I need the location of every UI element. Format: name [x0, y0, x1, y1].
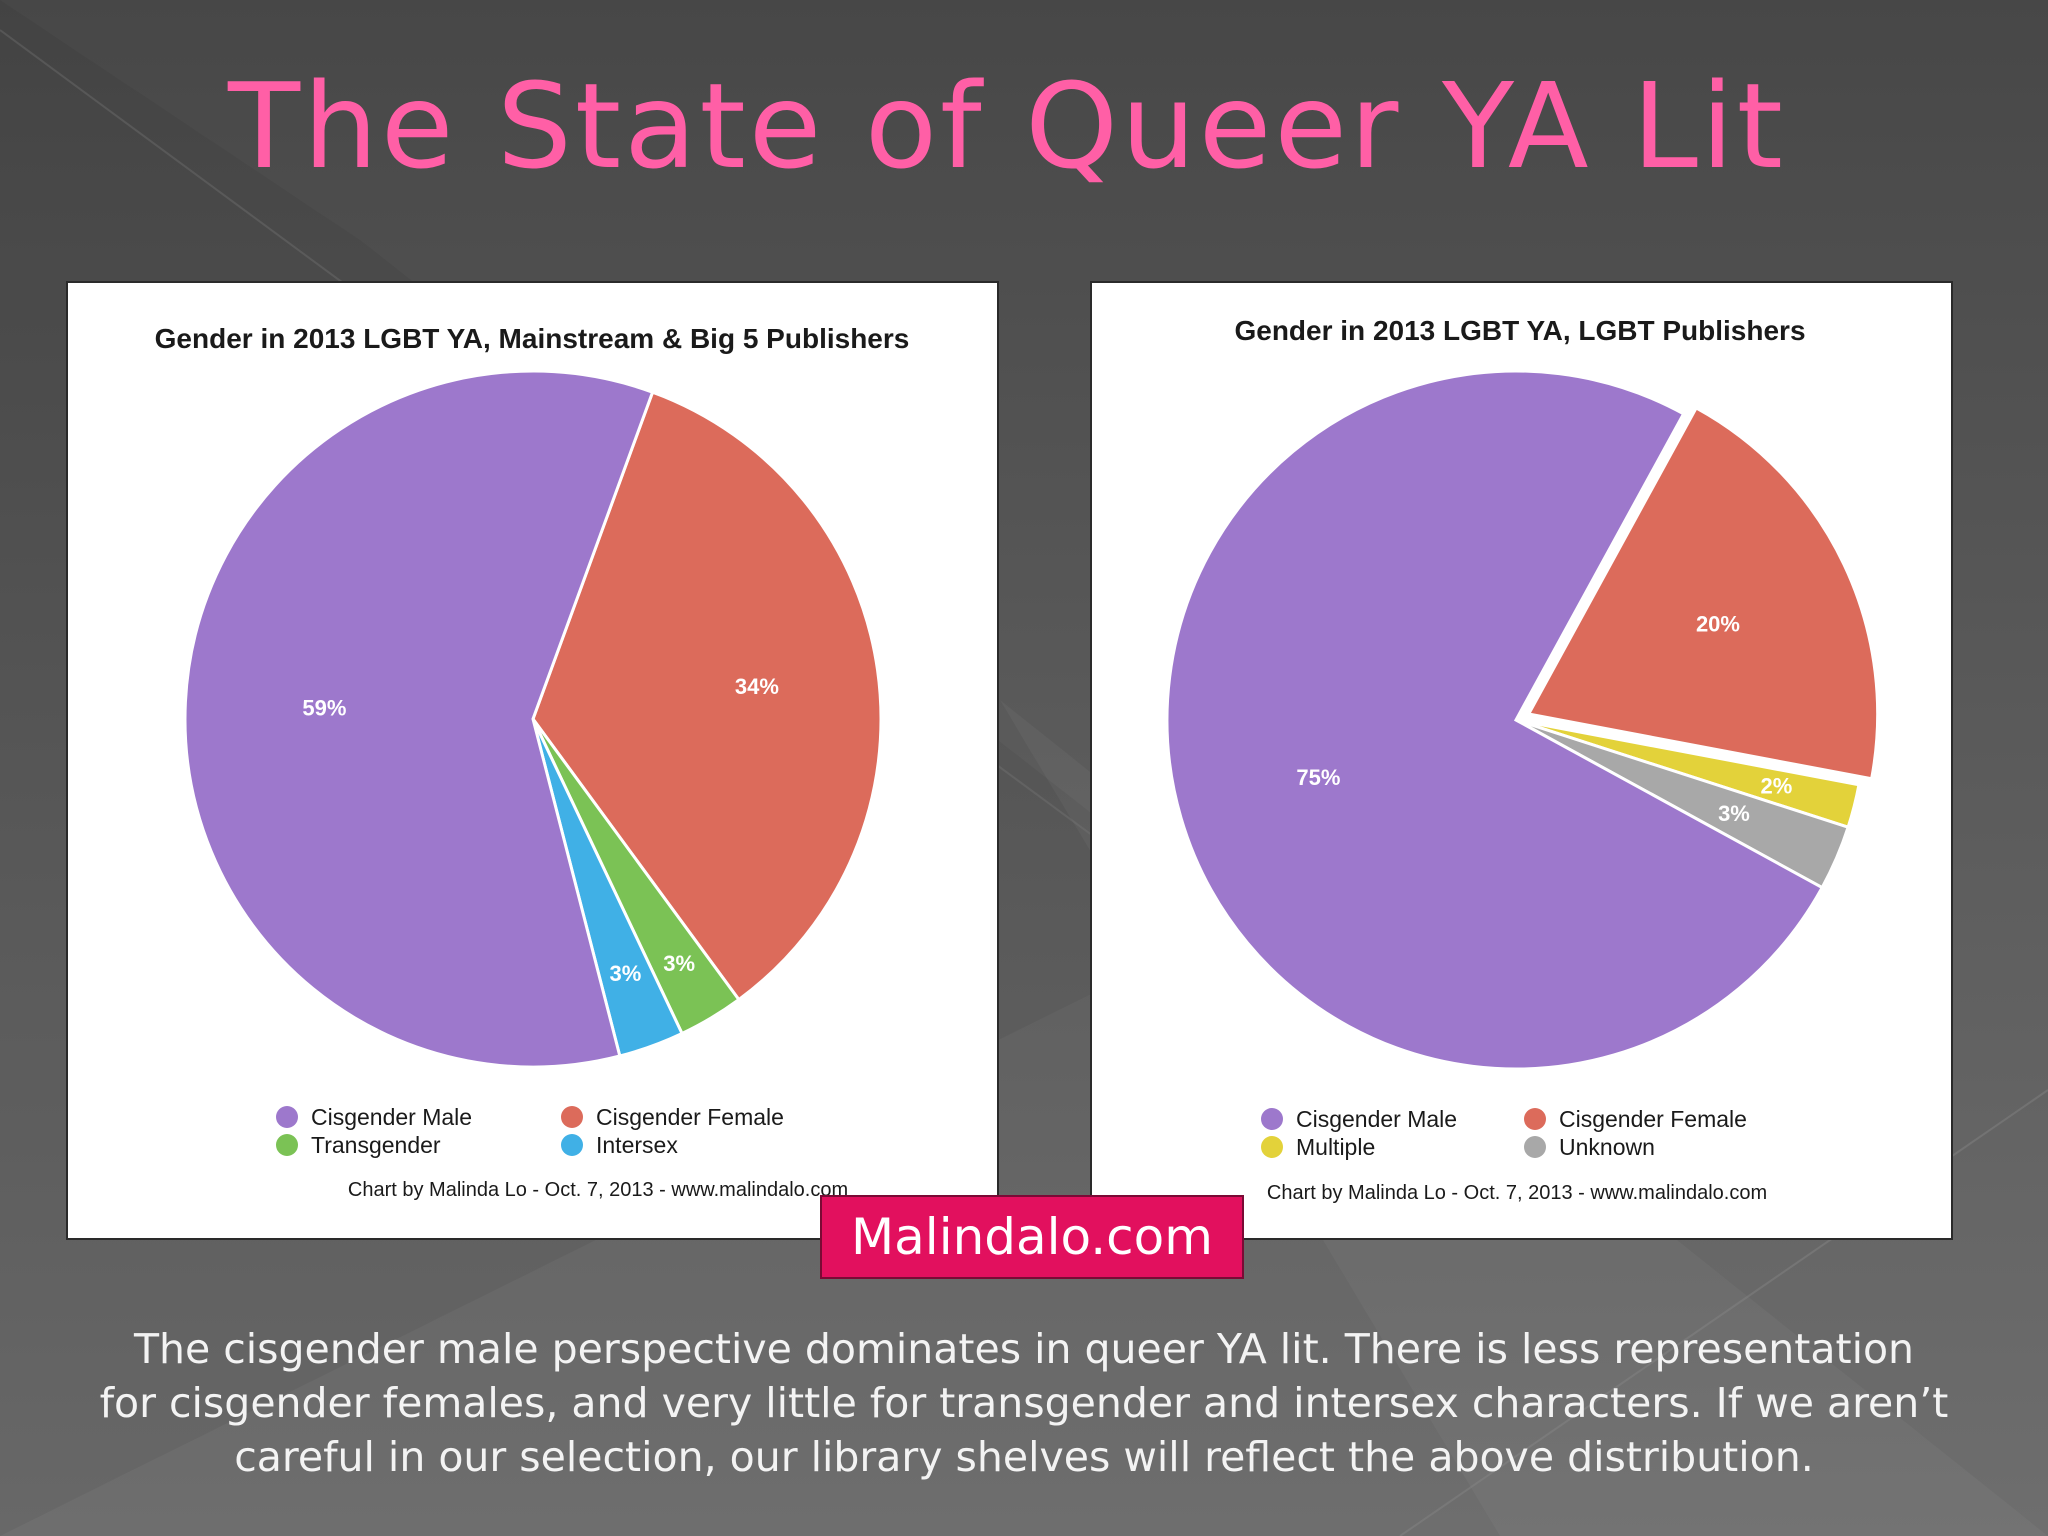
- chart-panel-mainstream: Gender in 2013 LGBT YA, Mainstream & Big…: [66, 281, 999, 1240]
- legend-label-multiple: Multiple: [1296, 1134, 1375, 1160]
- slide-title: The State of Queer YA Lit: [228, 57, 1786, 195]
- legend-label-cisgender-female: Cisgender Female: [596, 1104, 784, 1130]
- legend-marker-transgender: [276, 1134, 298, 1156]
- legend-marker-cisgender-female: [1524, 1108, 1546, 1130]
- pie-chart-mainstream: Gender in 2013 LGBT YA, Mainstream & Big…: [155, 323, 910, 1201]
- website-badge: Malindalo.com: [820, 1195, 1244, 1279]
- chart-panel-lgbt-publishers: Gender in 2013 LGBT YA, LGBT Publishers …: [1090, 281, 1953, 1240]
- pie-slice-cisgender-female: [1526, 405, 1880, 781]
- legend-label-unknown: Unknown: [1559, 1134, 1655, 1160]
- legend-marker-intersex: [561, 1134, 583, 1156]
- slice-label-cisgender-male: 59%: [302, 696, 346, 721]
- slide-caption: The cisgender male perspective dominates…: [40, 1322, 2008, 1484]
- legend-label-intersex: Intersex: [596, 1132, 678, 1158]
- caption-line: The cisgender male perspective dominates…: [133, 1325, 1915, 1373]
- chart-title: Gender in 2013 LGBT YA, LGBT Publishers: [1234, 315, 1805, 346]
- slice-label-intersex: 3%: [609, 961, 641, 986]
- pie-slice-cisgender-female: [531, 390, 883, 1002]
- caption-line: for cisgender females, and very little f…: [99, 1379, 1949, 1427]
- slice-label-cisgender-female: 34%: [735, 674, 779, 699]
- pie-chart-lgbt-publishers: Gender in 2013 LGBT YA, LGBT Publishers …: [1165, 315, 1880, 1204]
- chart-title: Gender in 2013 LGBT YA, Mainstream & Big…: [155, 323, 910, 354]
- chart-credit: Chart by Malinda Lo - Oct. 7, 2013 - www…: [348, 1179, 848, 1201]
- legend-label-cisgender-male: Cisgender Male: [1296, 1106, 1457, 1132]
- caption-line: careful in our selection, our library sh…: [234, 1433, 1814, 1481]
- slice-label-cisgender-female: 20%: [1696, 612, 1740, 637]
- slice-label-unknown: 3%: [1718, 801, 1750, 826]
- pie-slice-cisgender-male: [183, 369, 655, 1069]
- legend-marker-cisgender-male: [1261, 1108, 1283, 1130]
- pie-slice-cisgender-male: [1165, 369, 1825, 1071]
- legend-marker-cisgender-male: [276, 1106, 298, 1128]
- legend-label-cisgender-male: Cisgender Male: [311, 1104, 472, 1130]
- legend-marker-multiple: [1261, 1136, 1283, 1158]
- legend-label-transgender: Transgender: [311, 1132, 441, 1158]
- slice-label-multiple: 2%: [1761, 773, 1793, 798]
- slice-label-cisgender-male: 75%: [1296, 765, 1340, 790]
- slice-label-transgender: 3%: [663, 951, 695, 976]
- legend-marker-unknown: [1524, 1136, 1546, 1158]
- legend-marker-cisgender-female: [561, 1106, 583, 1128]
- chart-credit: Chart by Malinda Lo - Oct. 7, 2013 - www…: [1267, 1182, 1767, 1204]
- legend-label-cisgender-female: Cisgender Female: [1559, 1106, 1747, 1132]
